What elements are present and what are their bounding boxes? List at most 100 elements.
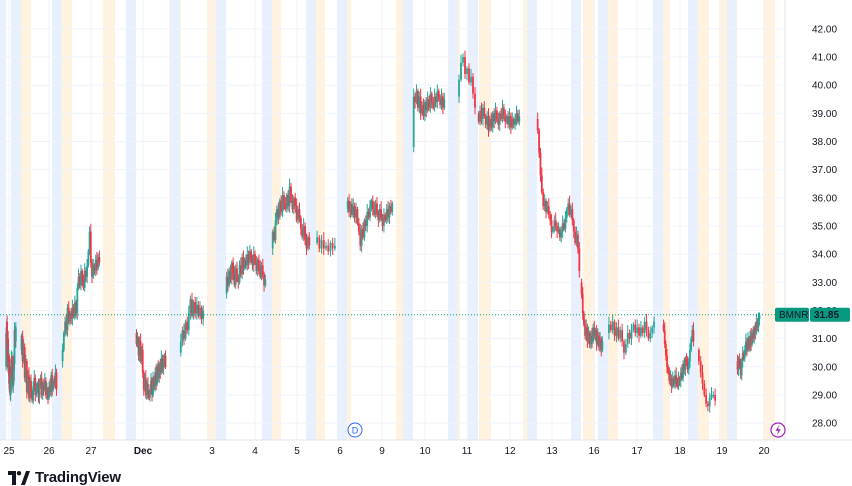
candle-body — [98, 256, 101, 263]
session-band-pre — [11, 0, 21, 440]
candle-body — [350, 203, 353, 215]
candle-body — [436, 90, 439, 103]
candle-body — [273, 231, 276, 241]
candle-body — [546, 206, 549, 212]
candle-body — [142, 372, 145, 390]
candle-body — [88, 231, 91, 252]
candle-body — [571, 209, 574, 221]
session-band-pre — [52, 0, 62, 440]
candle-body — [474, 93, 476, 108]
candle-body — [194, 302, 197, 314]
candle-body — [26, 375, 29, 393]
price-tick-label: 36.00 — [812, 193, 837, 204]
symbol-label: BMNR — [779, 310, 808, 321]
candle-body — [290, 186, 292, 201]
candle-body — [480, 110, 483, 119]
candle-body — [62, 333, 65, 350]
candle-body — [458, 79, 460, 97]
candle-body — [152, 378, 154, 395]
candle-body — [158, 363, 161, 379]
candle-body — [30, 380, 32, 393]
candle-body — [225, 276, 228, 294]
candle-body — [601, 341, 604, 350]
candle-body — [758, 314, 761, 319]
candle-body — [565, 209, 568, 218]
candle-body — [568, 203, 571, 215]
session-band-post — [697, 0, 709, 440]
candle-body — [560, 231, 563, 238]
session-band-pre — [126, 0, 136, 440]
tradingview-logo[interactable]: TradingView — [8, 470, 121, 486]
candle-body — [747, 338, 749, 350]
candle-body — [34, 378, 37, 395]
candle-body — [325, 245, 327, 249]
candle-body — [674, 375, 676, 384]
price-tick-label: 41.00 — [812, 53, 837, 64]
candle-body — [705, 394, 707, 404]
dividend-marker-circle — [347, 422, 363, 438]
price-tick-label: 29.00 — [812, 390, 837, 401]
candle-body — [414, 96, 416, 103]
candle-body — [490, 119, 493, 128]
session-band-pre — [727, 0, 737, 440]
candle-body — [197, 304, 200, 317]
candle-body — [54, 372, 57, 384]
session-band-pre — [598, 0, 608, 440]
candle-body — [276, 209, 278, 221]
candle-body — [288, 186, 291, 207]
candle-body — [135, 333, 138, 345]
candle-body — [292, 197, 295, 210]
candle-body — [32, 386, 35, 401]
candle-body — [743, 349, 746, 359]
candle-body — [416, 90, 419, 108]
candle-body — [754, 327, 757, 333]
time-tick-label: 4 — [252, 446, 258, 457]
lightning-icon[interactable] — [770, 422, 786, 438]
candle-body — [638, 327, 640, 336]
candle-body — [479, 110, 481, 122]
candle-body — [748, 338, 750, 348]
candle-body — [291, 200, 294, 210]
candle-body — [189, 299, 192, 314]
candle-body — [144, 378, 147, 395]
candle-body — [580, 282, 583, 294]
candle-body — [301, 228, 304, 238]
candle-body — [511, 119, 514, 128]
candle-body — [549, 214, 552, 221]
session-band-post — [763, 0, 775, 440]
candle-body — [228, 271, 231, 286]
candle-body — [636, 327, 639, 333]
candle-body — [359, 231, 362, 246]
candle-body — [381, 217, 384, 226]
candle-body — [36, 383, 39, 390]
candle-body — [752, 333, 755, 339]
candle-body — [464, 57, 466, 74]
time-tick-label: 17 — [631, 446, 643, 457]
candle-body — [433, 96, 436, 108]
candle-body — [42, 383, 45, 390]
candle-body — [162, 361, 165, 370]
candle-body — [628, 333, 631, 339]
candle-body — [437, 90, 440, 100]
candle-body — [13, 330, 16, 364]
candle-body — [97, 256, 100, 269]
candle-body — [649, 333, 652, 339]
candle-body — [46, 389, 48, 395]
candle-body — [239, 265, 242, 274]
candle-body — [369, 206, 371, 218]
price-axis[interactable]: 28.0029.0030.0031.0032.0033.0034.0035.00… — [784, 0, 837, 440]
candle-body — [71, 307, 74, 319]
dividend-marker[interactable]: D — [347, 422, 363, 438]
candle-body — [574, 231, 577, 243]
candle-body — [356, 209, 359, 224]
candle-body — [667, 366, 670, 373]
candle-body — [86, 265, 89, 277]
candle-body — [685, 358, 688, 364]
candle-body — [421, 104, 423, 114]
candle-body — [93, 265, 96, 272]
candle-body — [415, 90, 418, 103]
candle-body — [543, 200, 546, 207]
candle-body — [318, 237, 321, 249]
time-axis[interactable]: 25 26 27 Dec 3 4 5 6 9 10 11 12 13 16 17 18 19 20 — [0, 439, 852, 457]
